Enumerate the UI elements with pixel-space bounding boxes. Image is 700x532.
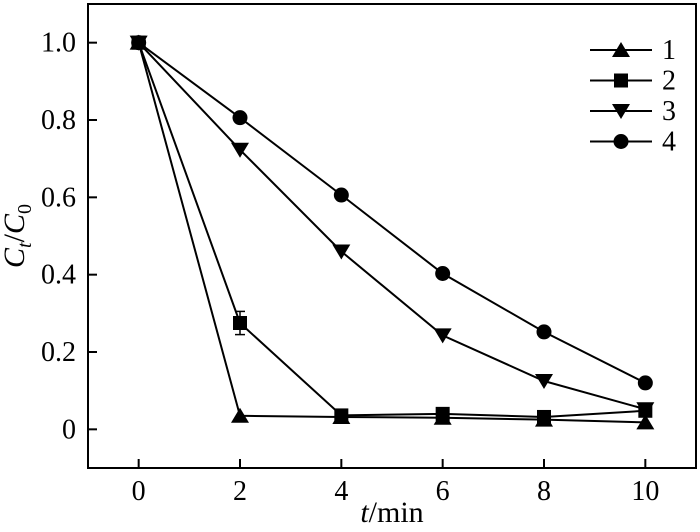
series-line xyxy=(137,42,646,418)
legend-label: 2 xyxy=(662,66,676,97)
legend-item-2: 2 xyxy=(590,66,676,97)
x-tick-label: 8 xyxy=(537,476,551,507)
square-marker xyxy=(435,406,450,421)
triangle-down-marker xyxy=(231,142,249,158)
square-marker xyxy=(233,316,247,330)
triangle-down-marker xyxy=(433,328,452,344)
circle-marker xyxy=(435,266,451,282)
plot-frame xyxy=(87,3,697,469)
circle-marker xyxy=(333,187,349,203)
legend-label: 4 xyxy=(662,127,676,158)
legend-item-3: 3 xyxy=(590,96,676,127)
x-tick-label: 4 xyxy=(334,476,348,507)
square-marker xyxy=(334,408,349,423)
series-3-triangle-down xyxy=(129,35,655,418)
y-tick-label: 0.2 xyxy=(41,337,76,368)
legend-circle-icon xyxy=(613,134,629,149)
triangle-down-marker xyxy=(332,244,351,260)
x-tick-label: 2 xyxy=(233,476,247,507)
circle-marker xyxy=(131,35,147,51)
triangle-up-marker xyxy=(636,414,655,430)
legend-triangle-down-icon xyxy=(612,104,630,119)
series-4-circle xyxy=(131,35,653,391)
circle-marker xyxy=(232,110,248,126)
x-axis-label: t/min xyxy=(360,496,423,529)
legend-triangle-up-icon xyxy=(612,42,630,57)
legend-label: 1 xyxy=(662,35,676,66)
legend-square-icon xyxy=(614,73,628,88)
x-axis: 0 2 4 6 8 10 xyxy=(132,459,659,507)
y-axis-label: Ct/C0 xyxy=(0,204,36,268)
circle-marker xyxy=(637,375,653,391)
legend-item-4: 4 xyxy=(590,127,676,158)
legend-item-1: 1 xyxy=(590,35,676,66)
y-tick-label: 0.8 xyxy=(41,105,76,136)
legend-label: 3 xyxy=(662,96,676,127)
series-line xyxy=(137,42,646,424)
square-marker xyxy=(537,409,551,424)
y-tick-label: 1.0 xyxy=(41,28,76,59)
y-tick-label: 0.6 xyxy=(41,182,76,213)
x-tick-label: 10 xyxy=(631,476,659,507)
circle-marker xyxy=(536,324,552,340)
series-line xyxy=(137,41,646,411)
x-tick-label: 6 xyxy=(436,476,450,507)
y-tick-label: 0.4 xyxy=(41,260,76,291)
series-2-square xyxy=(131,35,653,424)
y-axis: 0 0.2 0.4 0.6 0.8 1.0 xyxy=(41,28,97,445)
series-line xyxy=(138,41,646,384)
triangle-down-marker xyxy=(636,402,655,418)
triangle-up-marker xyxy=(231,407,249,423)
y-tick-label: 0 xyxy=(62,414,76,445)
x-tick-label: 0 xyxy=(132,476,146,507)
triangle-down-marker xyxy=(535,374,553,389)
